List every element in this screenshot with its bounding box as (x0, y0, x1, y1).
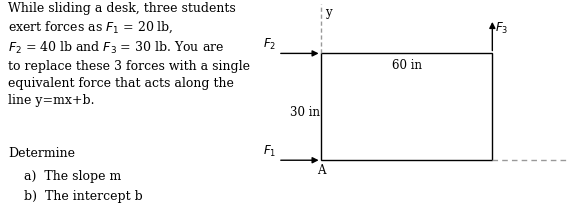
Text: While sliding a desk, three students
exert forces as $F_1$ = 20 lb,
$F_2$ = 40 l: While sliding a desk, three students exe… (8, 2, 250, 107)
Text: A: A (317, 164, 325, 177)
Text: 60 in: 60 in (392, 59, 422, 72)
Text: $F_1$: $F_1$ (263, 144, 276, 159)
Text: y: y (324, 6, 331, 19)
Text: $F_2$: $F_2$ (263, 37, 276, 52)
Text: $F_3$: $F_3$ (495, 21, 509, 36)
Text: Determine: Determine (8, 147, 75, 160)
Text: b)  The intercept b: b) The intercept b (25, 190, 143, 202)
Text: a)  The slope m: a) The slope m (25, 170, 121, 183)
Text: 30 in: 30 in (290, 106, 320, 119)
